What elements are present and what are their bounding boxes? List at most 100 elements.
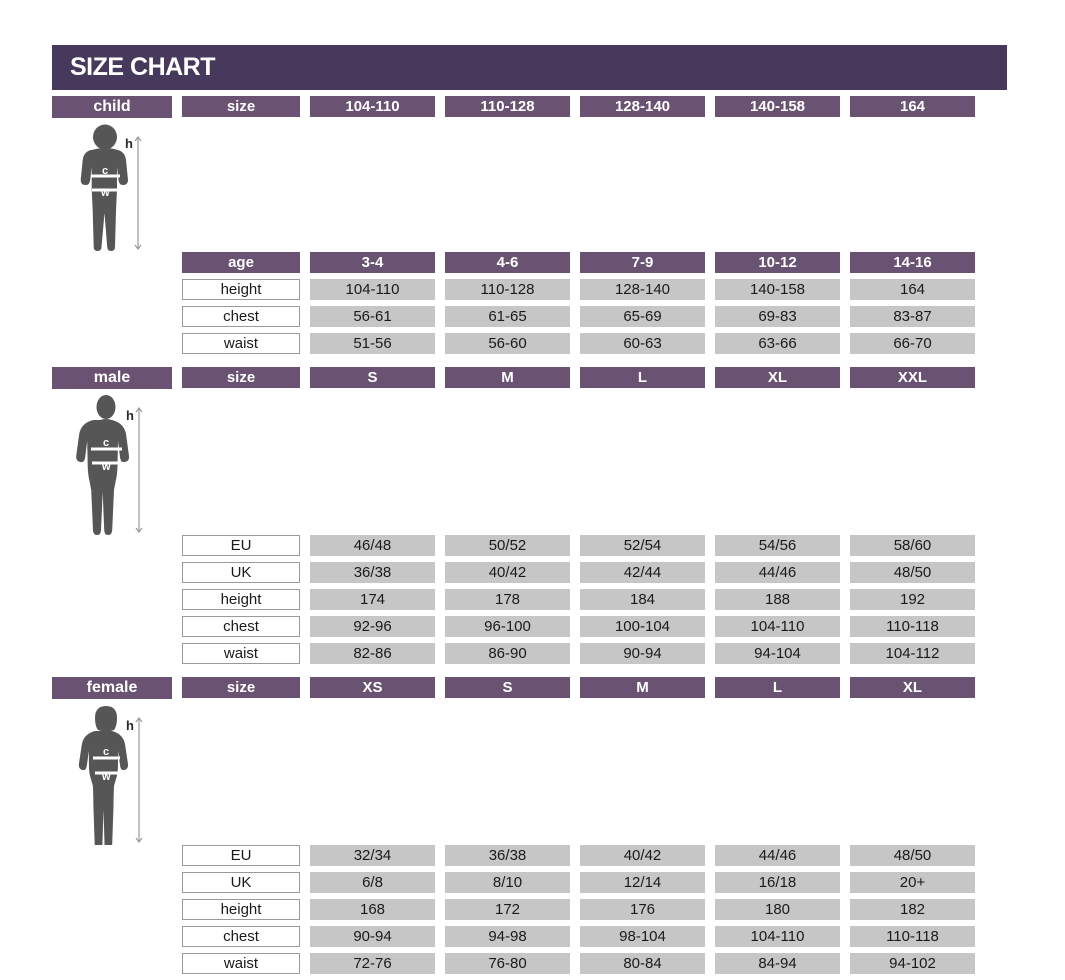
header-cell-child-age-4: 14-16 [850,252,975,273]
header-cell-child-size-4: 164 [850,96,975,117]
data-cell-male-waist-1: 86-90 [445,643,570,664]
data-cell-female-waist-3: 84-94 [715,953,840,974]
svg-text:w: w [101,771,111,783]
data-cell-male-chest-3: 104-110 [715,616,840,637]
svg-text:h: h [125,136,133,151]
svg-text:c: c [103,746,109,758]
header-cell-child-age-2: 7-9 [580,252,705,273]
svg-text:c: c [103,437,109,449]
data-cell-child-height-4: 164 [850,279,975,300]
data-cell-male-UK-3: 44/46 [715,562,840,583]
data-cell-male-height-2: 184 [580,589,705,610]
data-cell-child-height-2: 128-140 [580,279,705,300]
row-label-female-EU: EU [182,845,300,866]
data-cell-child-waist-4: 66-70 [850,333,975,354]
data-cell-female-UK-0: 6/8 [310,872,435,893]
data-cell-male-chest-4: 110-118 [850,616,975,637]
data-cell-male-height-1: 178 [445,589,570,610]
data-cell-male-EU-3: 54/56 [715,535,840,556]
data-cell-female-waist-0: 72-76 [310,953,435,974]
data-cell-male-height-4: 192 [850,589,975,610]
data-cell-male-chest-1: 96-100 [445,616,570,637]
row-label-female-chest: chest [182,926,300,947]
header-cell-male-size-2: L [580,367,705,388]
row-label-male-chest: chest [182,616,300,637]
figure-male: c w h [52,389,172,535]
section-child: child c w h size 104-110 110-128 128-140 140… [52,96,1007,360]
header-cell-female-size-1: S [445,677,570,698]
row-label-female-UK: UK [182,872,300,893]
header-cell-child-size-2: 128-140 [580,96,705,117]
data-cell-female-UK-4: 20+ [850,872,975,893]
data-cell-female-UK-2: 12/14 [580,872,705,893]
male-silhouette: c w h [76,395,143,535]
data-cell-male-EU-2: 52/54 [580,535,705,556]
figure-child: c w h [52,118,172,252]
header-cell-male-size-0: S [310,367,435,388]
header-cell-child-size-3: 140-158 [715,96,840,117]
data-cell-female-UK-1: 8/10 [445,872,570,893]
data-cell-female-EU-4: 48/50 [850,845,975,866]
header-cell-male-size-1: M [445,367,570,388]
female-silhouette: c w h [78,706,143,845]
data-cell-male-EU-4: 58/60 [850,535,975,556]
data-cell-male-EU-1: 50/52 [445,535,570,556]
header-cell-child-age-3: 10-12 [715,252,840,273]
row-label-child-height: height [182,279,300,300]
section-male: male c w h size S M L XL XXL EU 46/48 50/52 52/54… [52,367,1007,670]
data-cell-male-chest-0: 92-96 [310,616,435,637]
data-cell-male-height-0: 174 [310,589,435,610]
svg-text:h: h [126,408,134,423]
svg-text:w: w [101,461,111,473]
section-female: female c w h size XS S M L XL EU 32/34 36/38 40/4… [52,677,1007,980]
row-label-female-height: height [182,899,300,920]
chart-title-bar: SIZE CHART [52,45,1007,90]
header-cell-female-size-0: XS [310,677,435,698]
data-cell-male-UK-4: 48/50 [850,562,975,583]
data-cell-female-chest-4: 110-118 [850,926,975,947]
header-cell-male-size-4: XXL [850,367,975,388]
data-cell-female-height-0: 168 [310,899,435,920]
category-badge-female: female [52,677,172,699]
header-cell-female-size-3: L [715,677,840,698]
data-cell-female-EU-2: 40/42 [580,845,705,866]
child-silhouette: c w h [80,124,142,251]
data-cell-female-height-4: 182 [850,899,975,920]
category-column-male: male c w h [52,367,172,535]
row-label-female-size: size [182,677,300,698]
data-cell-male-chest-2: 100-104 [580,616,705,637]
data-cell-male-waist-2: 90-94 [580,643,705,664]
row-label-male-height: height [182,589,300,610]
page-title: SIZE CHART [70,53,216,81]
row-label-child-chest: chest [182,306,300,327]
data-cell-female-chest-1: 94-98 [445,926,570,947]
svg-text:c: c [102,165,108,177]
data-cell-male-height-3: 188 [715,589,840,610]
category-badge-child: child [52,96,172,118]
header-cell-child-size-0: 104-110 [310,96,435,117]
data-cell-female-chest-0: 90-94 [310,926,435,947]
data-cell-female-waist-1: 76-80 [445,953,570,974]
data-cell-child-chest-4: 83-87 [850,306,975,327]
header-cell-male-size-3: XL [715,367,840,388]
data-cell-male-waist-4: 104-112 [850,643,975,664]
row-label-child-size: size [182,96,300,117]
data-cell-child-waist-2: 60-63 [580,333,705,354]
row-label-female-waist: waist [182,953,300,974]
figure-female: c w h [52,699,172,845]
svg-text:h: h [126,718,134,733]
category-column-child: child c w h [52,96,172,252]
data-cell-male-EU-0: 46/48 [310,535,435,556]
chart-sections: child c w h size 104-110 110-128 128-140 140… [52,96,1007,980]
data-cell-child-height-1: 110-128 [445,279,570,300]
data-cell-child-waist-3: 63-66 [715,333,840,354]
header-cell-child-age-0: 3-4 [310,252,435,273]
data-cell-male-waist-3: 94-104 [715,643,840,664]
row-label-male-EU: EU [182,535,300,556]
row-label-male-UK: UK [182,562,300,583]
data-cell-child-height-3: 140-158 [715,279,840,300]
header-cell-child-age-1: 4-6 [445,252,570,273]
data-cell-child-chest-2: 65-69 [580,306,705,327]
data-cell-male-UK-1: 40/42 [445,562,570,583]
data-cell-child-chest-0: 56-61 [310,306,435,327]
